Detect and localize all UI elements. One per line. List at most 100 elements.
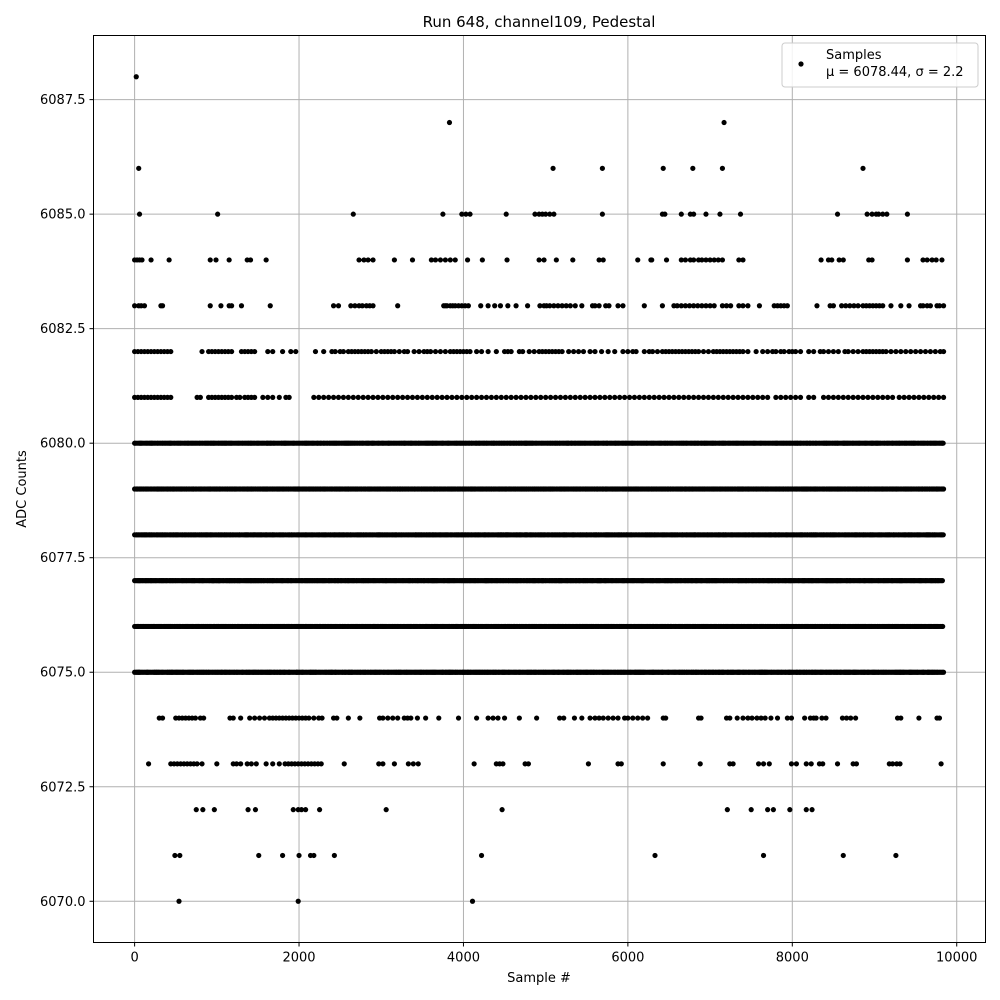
- data-point: [592, 715, 598, 721]
- data-point: [572, 303, 578, 309]
- data-point: [214, 761, 220, 767]
- data-point: [830, 303, 837, 309]
- data-point: [662, 211, 668, 217]
- data-point: [345, 394, 351, 400]
- data-point: [811, 348, 817, 355]
- data-point: [493, 348, 499, 355]
- data-point: [391, 761, 397, 767]
- data-point: [661, 394, 667, 400]
- data-point: [395, 394, 401, 400]
- data-point: [159, 303, 166, 309]
- data-point: [719, 257, 726, 263]
- data-point: [860, 165, 866, 171]
- data-point: [860, 394, 866, 400]
- data-point: [737, 211, 744, 217]
- data-point: [703, 211, 709, 217]
- data-point: [760, 852, 767, 859]
- y-ticks: 6070.06072.56075.06077.56080.06082.56085…: [40, 93, 94, 910]
- data-point: [691, 394, 697, 400]
- data-point: [596, 715, 602, 721]
- data-point: [803, 807, 809, 813]
- data-point: [715, 257, 721, 263]
- data-point: [424, 394, 430, 400]
- data-point: [238, 303, 245, 309]
- data-point: [848, 715, 854, 721]
- data-point: [238, 715, 244, 721]
- data-point: [901, 394, 907, 400]
- data-point: [819, 715, 825, 721]
- data-point: [760, 348, 766, 355]
- data-point: [765, 807, 771, 813]
- data-point: [916, 394, 922, 400]
- data-point: [436, 715, 442, 721]
- data-point: [940, 623, 946, 630]
- data-point: [834, 211, 841, 217]
- data-point: [635, 257, 641, 263]
- data-point: [617, 394, 623, 400]
- data-point: [464, 394, 470, 400]
- data-point: [495, 715, 501, 721]
- data-point: [806, 348, 812, 355]
- data-point: [745, 303, 751, 309]
- data-point: [579, 303, 585, 309]
- data-point: [845, 348, 851, 355]
- data-point: [531, 348, 537, 355]
- data-point: [686, 303, 693, 309]
- data-point: [193, 807, 199, 813]
- data-point: [428, 257, 434, 263]
- data-point: [547, 303, 553, 309]
- data-point: [825, 394, 832, 400]
- data-point: [370, 303, 376, 309]
- data-point: [740, 348, 746, 355]
- data-point: [711, 257, 717, 263]
- data-point: [719, 303, 726, 309]
- data-point: [557, 394, 564, 400]
- data-point: [503, 211, 509, 217]
- data-point: [631, 394, 638, 400]
- data-point: [537, 303, 543, 309]
- data-point: [265, 394, 271, 400]
- data-point: [845, 394, 851, 400]
- data-point: [836, 257, 842, 263]
- data-point: [211, 807, 217, 813]
- data-point: [924, 257, 930, 263]
- data-point: [880, 303, 886, 309]
- data-point: [533, 394, 539, 400]
- data-point: [168, 394, 174, 400]
- data-point: [587, 348, 593, 355]
- data-point: [765, 394, 771, 400]
- data-point: [788, 394, 794, 400]
- data-point: [550, 165, 556, 171]
- data-point: [390, 394, 396, 400]
- data-point: [808, 761, 814, 767]
- data-point: [404, 348, 411, 355]
- data-point: [660, 761, 666, 767]
- data-point: [719, 165, 726, 171]
- data-point: [439, 394, 445, 400]
- data-point: [698, 715, 704, 721]
- data-point: [270, 348, 276, 355]
- data-point: [528, 394, 534, 400]
- data-point: [792, 348, 799, 355]
- x-tick-label: 8000: [776, 951, 809, 966]
- data-point: [298, 807, 305, 813]
- data-point: [566, 348, 572, 355]
- data-point: [636, 394, 642, 400]
- data-point: [365, 257, 371, 263]
- data-point: [695, 348, 702, 355]
- data-point: [247, 715, 253, 721]
- data-point: [825, 348, 832, 355]
- data-point: [534, 715, 540, 721]
- data-point: [132, 303, 138, 309]
- data-point: [625, 348, 631, 355]
- data-point: [437, 257, 444, 263]
- data-point: [641, 348, 647, 355]
- data-point: [415, 761, 421, 767]
- data-point: [898, 348, 904, 355]
- data-point: [700, 394, 707, 400]
- data-point: [671, 394, 677, 400]
- data-point: [803, 761, 809, 767]
- data-point: [847, 303, 853, 309]
- data-point: [375, 394, 381, 400]
- data-point: [575, 348, 582, 355]
